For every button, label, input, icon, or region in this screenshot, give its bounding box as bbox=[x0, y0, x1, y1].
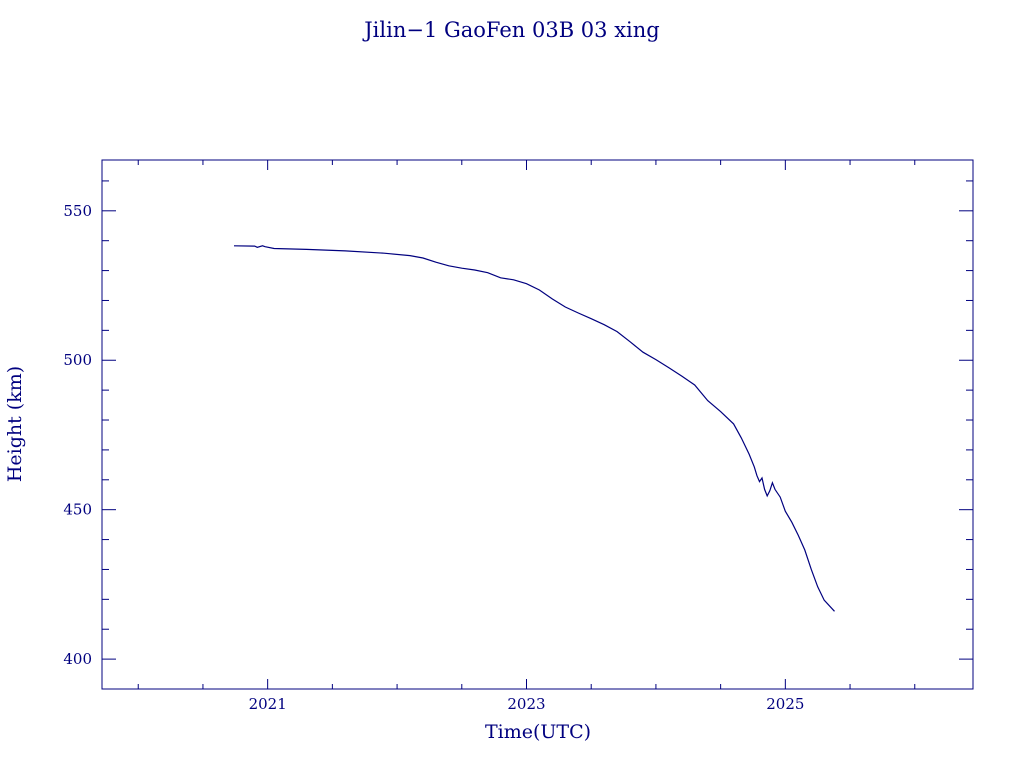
x-tick-label: 2021 bbox=[249, 695, 287, 713]
y-tick-label: 450 bbox=[63, 501, 92, 519]
y-tick-label: 500 bbox=[63, 351, 92, 369]
x-tick-label: 2023 bbox=[507, 695, 545, 713]
y-tick-label: 400 bbox=[63, 650, 92, 668]
chart-title: Jilin−1 GaoFen 03B 03 xing bbox=[362, 18, 659, 42]
x-tick-label: 2025 bbox=[766, 695, 804, 713]
y-axis-label: Height (km) bbox=[4, 366, 26, 482]
plot-frame bbox=[101, 159, 974, 690]
series-line bbox=[233, 245, 835, 612]
axis-ticks bbox=[102, 160, 973, 690]
x-axis-label: Time(UTC) bbox=[485, 721, 591, 743]
axis-tick-labels: 2021 2023 2025 400 450 500 550 bbox=[63, 202, 804, 713]
y-tick-label: 550 bbox=[63, 202, 92, 220]
